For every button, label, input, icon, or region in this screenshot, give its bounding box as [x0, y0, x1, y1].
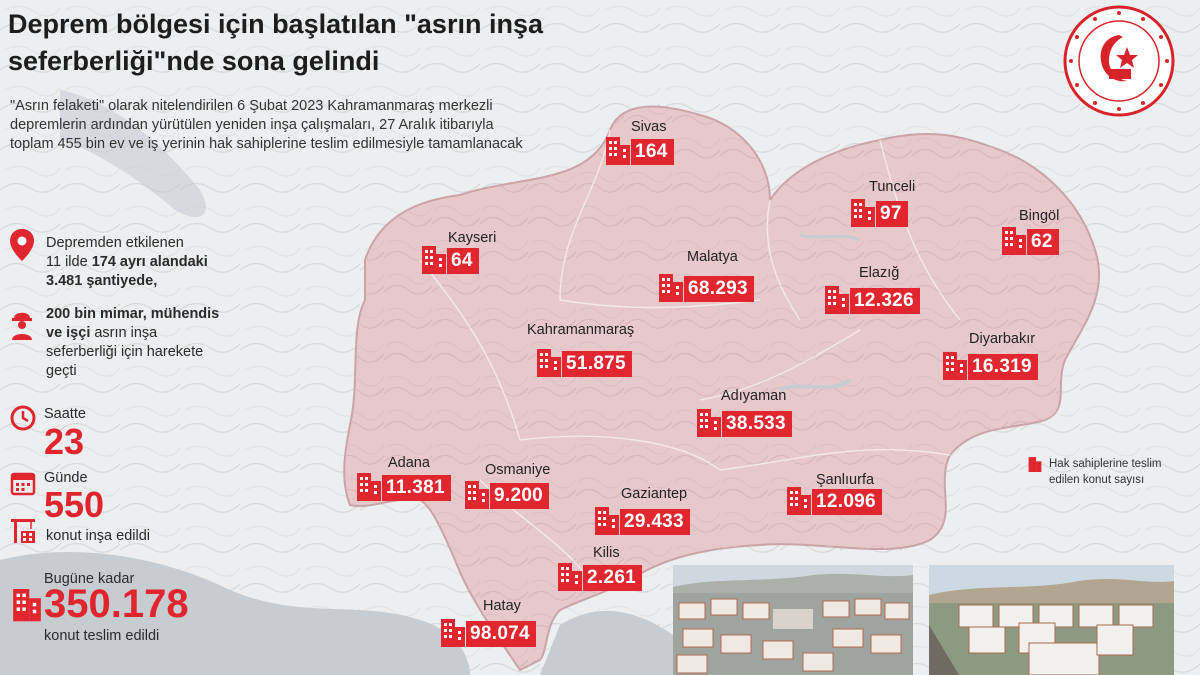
city-name-kilis: Kilis	[593, 545, 620, 561]
hourly-label: Saatte	[44, 406, 86, 422]
building-icon	[697, 409, 721, 437]
location-pin-icon	[10, 229, 34, 261]
city-badge-osmaniye: 9.200	[464, 481, 550, 509]
city-value: 97	[876, 201, 908, 227]
city-badge--anl-urfa: 12.096	[786, 487, 882, 515]
housing-photo-1	[673, 565, 913, 675]
city-value: 9.200	[490, 483, 550, 509]
worker-icon	[12, 312, 32, 340]
city-name-kayseri: Kayseri	[448, 230, 497, 246]
building-icon	[595, 507, 619, 535]
total-label: Bugüne kadar	[44, 571, 135, 587]
city-value: 68.293	[684, 276, 754, 302]
city-badge-diyarbak-r: 16.319	[942, 352, 1038, 380]
city-badge-elaz-: 12.326	[824, 286, 920, 314]
city-badge-bing-l: 62	[1001, 227, 1059, 255]
affected-text: Depremden etkilenen 11 ilde 174 ayrı ala…	[46, 235, 208, 289]
city-value: 16.319	[968, 354, 1038, 380]
city-badge-malatya: 68.293	[658, 274, 754, 302]
building-icon	[851, 199, 875, 227]
building-icon	[13, 589, 41, 622]
city-value: 11.381	[382, 475, 451, 501]
city-badge-kayseri: 64	[421, 246, 479, 274]
city-name-malatya: Malatya	[687, 249, 738, 265]
housing-photo-2	[929, 565, 1174, 675]
city-name-hatay: Hatay	[483, 598, 521, 614]
city-name-sivas: Sivas	[631, 119, 667, 135]
building-icon	[558, 563, 582, 591]
crane-icon	[11, 519, 35, 543]
city-name-diyarbak-r: Diyarbakır	[969, 331, 1036, 347]
lake-shape	[60, 90, 206, 218]
city-value: 164	[631, 139, 674, 165]
building-icon	[537, 349, 561, 377]
building-icon	[465, 481, 489, 509]
city-value: 29.433	[620, 509, 690, 535]
building-icon	[943, 352, 967, 380]
city-value: 62	[1027, 229, 1059, 255]
built-label: konut inşa edildi	[46, 528, 150, 544]
city-value: 64	[447, 248, 479, 274]
legend-text: Hak sahiplerine teslim edilen konut sayı…	[1049, 458, 1162, 486]
city-value: 12.096	[812, 489, 882, 515]
page-title: Deprem bölgesi için başlatılan "asrın in…	[8, 9, 543, 76]
city-name-gaziantep: Gaziantep	[621, 486, 688, 502]
city-badge-sivas: 164	[605, 137, 674, 165]
city-badge-hatay: 98.074	[440, 619, 536, 647]
building-icon	[1002, 227, 1026, 255]
city-name-osmaniye: Osmaniye	[485, 462, 551, 478]
city-value: 38.533	[722, 411, 792, 437]
building-icon	[606, 137, 630, 165]
building-icon	[422, 246, 446, 274]
city-badge-ad-yaman: 38.533	[696, 409, 792, 437]
city-value: 12.326	[850, 288, 920, 314]
city-badge-kilis: 2.261	[557, 563, 643, 591]
daily-value: 550	[44, 484, 105, 525]
city-value: 98.074	[466, 621, 536, 647]
intro-text: "Asrın felaketi" olarak nitelendirilen 6…	[10, 98, 523, 152]
city-badge-gaziantep: 29.433	[594, 507, 690, 535]
city-name-tunceli: Tunceli	[869, 179, 916, 195]
city-badge-tunceli: 97	[850, 199, 908, 227]
building-icon	[787, 487, 811, 515]
city-name--anl-urfa: Şanlıurfa	[816, 472, 875, 488]
city-badge-kahramanmara-: 51.875	[536, 349, 632, 377]
city-value: 2.261	[583, 565, 643, 591]
city-name-bing-l: Bingöl	[1019, 208, 1060, 224]
city-name-elaz-: Elazığ	[859, 265, 900, 281]
ministry-seal	[1063, 5, 1175, 117]
sea-shape	[0, 551, 470, 675]
hourly-value: 23	[44, 421, 85, 462]
city-name-kahramanmara-: Kahramanmaraş	[527, 322, 635, 338]
city-value: 51.875	[562, 351, 632, 377]
delivered-label: konut teslim edildi	[44, 628, 160, 644]
city-name-ad-yaman: Adıyaman	[721, 388, 787, 404]
building-icon	[825, 286, 849, 314]
total-value: 350.178	[44, 582, 189, 626]
workers-text: 200 bin mimar, mühendis ve işçi asrın in…	[46, 306, 220, 379]
city-name-adana: Adana	[388, 455, 430, 471]
daily-label: Günde	[44, 470, 88, 486]
clock-icon	[10, 405, 36, 431]
legend-building-icon	[1028, 457, 1042, 472]
building-icon	[357, 473, 381, 501]
city-badge-adana: 11.381	[356, 473, 451, 501]
calendar-icon	[10, 472, 36, 496]
building-icon	[659, 274, 683, 302]
building-icon	[441, 619, 465, 647]
